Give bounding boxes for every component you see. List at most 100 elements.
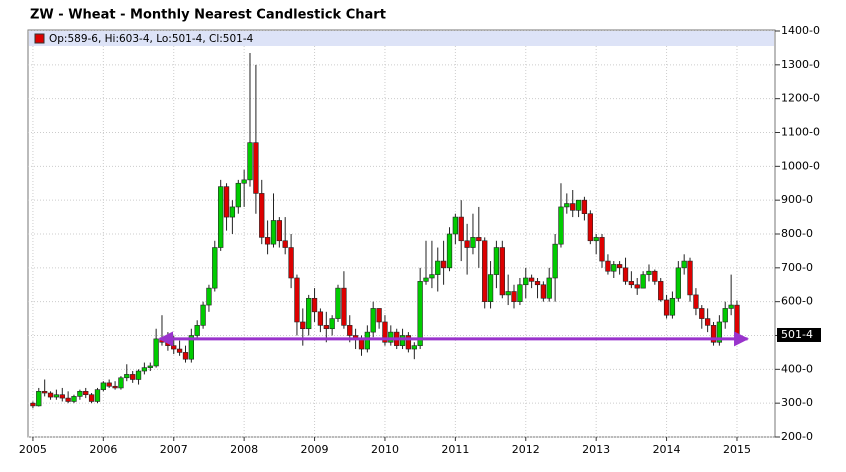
candle-body [264, 237, 271, 245]
y-tick-label: 900-0 [781, 193, 813, 206]
candle-body [47, 392, 54, 398]
y-tick-label: 1200-0 [781, 92, 820, 105]
y-tick-label: 1000-0 [781, 159, 820, 172]
candle-body [294, 277, 300, 323]
candle-body [247, 142, 253, 181]
candle-body [722, 308, 728, 323]
candle-body [505, 291, 511, 296]
candle-body [482, 240, 488, 302]
candle-body [130, 374, 136, 380]
candle-body [317, 311, 324, 326]
candle-body [587, 213, 593, 242]
candle-body [511, 291, 517, 302]
candle-body [364, 331, 371, 350]
candle-body [470, 237, 476, 248]
candle-body [476, 237, 482, 242]
y-tick-label: 1400-0 [781, 24, 820, 37]
candle-body [229, 206, 236, 218]
candle-body [241, 179, 247, 184]
candle-body [100, 382, 106, 390]
candle-body [575, 199, 582, 211]
candle-body [282, 240, 288, 248]
x-tick-label: 2014 [653, 443, 681, 456]
candle-body [669, 297, 676, 316]
candle-body [347, 325, 353, 336]
candle-body [376, 308, 382, 323]
candle-body [176, 348, 183, 353]
candle-body [523, 277, 529, 286]
candle-body [628, 281, 635, 286]
candle-body [534, 281, 541, 286]
candle-body [53, 394, 60, 398]
candle-body [206, 287, 212, 306]
candle-body [370, 308, 376, 333]
candle-body [458, 216, 464, 242]
candle-body [622, 267, 629, 282]
x-tick-label: 2006 [89, 443, 117, 456]
candle-body [358, 338, 365, 350]
candle-body [223, 186, 230, 218]
candle-body [681, 260, 687, 269]
y-tick-label: 600-0 [781, 295, 813, 308]
candle-body [30, 402, 36, 407]
candle-body [83, 391, 89, 396]
candle-body [71, 396, 77, 402]
candle-body [417, 281, 423, 346]
candle-body [212, 247, 218, 289]
candle-body [446, 233, 453, 269]
candle-body [493, 247, 500, 275]
candle-body [276, 220, 282, 242]
candle-body [65, 397, 71, 402]
candle-body [124, 374, 130, 379]
candle-body [42, 391, 48, 394]
candle-body [141, 367, 148, 372]
candle-body [200, 304, 206, 326]
candle-body [464, 240, 470, 248]
candle-body [135, 370, 142, 380]
candle-body [411, 345, 417, 350]
candle-body [194, 325, 200, 336]
candle-body [270, 220, 277, 245]
candle-body [605, 260, 611, 272]
plot-area [27, 29, 776, 438]
candle-body [300, 321, 306, 330]
y-tick-label: 800-0 [781, 227, 813, 240]
y-tick-label: 400-0 [781, 362, 813, 375]
last-price-label: 501-4 [781, 328, 813, 341]
candle-body [153, 338, 159, 367]
candle-body [329, 318, 335, 330]
candle-body [558, 206, 564, 245]
candle-body [440, 260, 447, 269]
chart-title: ZW - Wheat - Monthly Nearest Candlestick… [30, 8, 386, 23]
x-tick-label: 2011 [441, 443, 469, 456]
candle-body [94, 389, 101, 402]
candle-body [517, 284, 523, 302]
candle-body [546, 277, 552, 299]
candle-body [388, 331, 394, 343]
candle-body [59, 394, 65, 399]
candle-body [288, 247, 294, 279]
candle-body [106, 382, 112, 387]
candle-body [218, 186, 224, 248]
candle-body [311, 297, 318, 313]
x-tick-label: 2015 [723, 443, 751, 456]
candle-body [734, 304, 740, 336]
candle-body [593, 237, 599, 242]
candle-body [581, 199, 588, 215]
candle-body [259, 193, 265, 238]
x-tick-label: 2008 [230, 443, 258, 456]
candle-body [323, 325, 329, 330]
last-price-box [777, 327, 821, 342]
candle-body [599, 237, 605, 262]
candle-body [423, 277, 429, 282]
candle-body [699, 308, 705, 319]
candle-body [499, 247, 505, 296]
candle-body [528, 277, 535, 282]
x-tick-label: 2005 [19, 443, 47, 456]
candle-body [235, 182, 241, 208]
candle-body [452, 216, 459, 235]
candle-body [728, 304, 734, 309]
y-tick-label: 1100-0 [781, 126, 820, 139]
